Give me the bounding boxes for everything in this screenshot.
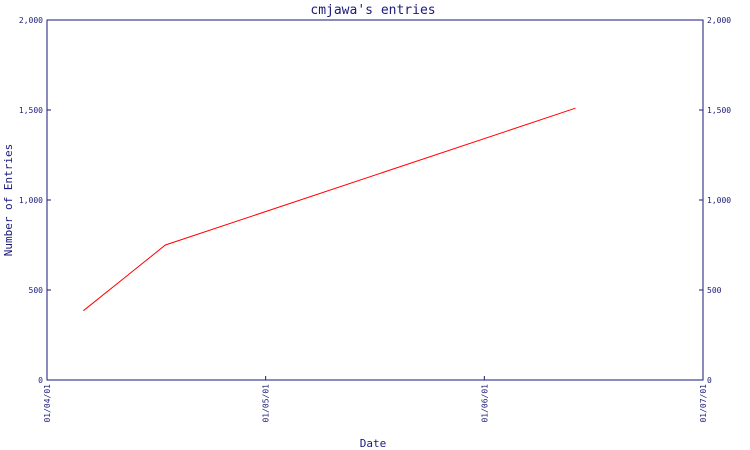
x-tick-label: 01/05/01 xyxy=(262,384,271,423)
x-tick-label: 01/06/01 xyxy=(480,384,489,423)
series-line xyxy=(83,107,576,312)
y-tick-label-left: 1,500 xyxy=(19,106,43,115)
y-tick-label-right: 1,000 xyxy=(707,196,731,205)
chart-title: cmjawa's entries xyxy=(310,3,435,18)
x-tick-label: 01/07/01 xyxy=(699,384,708,423)
y-tick-label-right: 0 xyxy=(707,376,712,385)
series-group xyxy=(83,107,576,312)
y-tick-label-left: 1,000 xyxy=(19,196,43,205)
x-tick-label: 01/04/01 xyxy=(43,384,52,423)
y-tick-label-right: 1,500 xyxy=(707,106,731,115)
y-tick-label-right: 2,000 xyxy=(707,16,731,25)
x-axis: 01/04/01 01/05/01 01/06/01 01/07/01 xyxy=(43,376,708,423)
y-tick-label-right: 500 xyxy=(707,286,722,295)
y-tick-label-left: 2,000 xyxy=(19,16,43,25)
y-axis-right: 0 500 1,000 1,500 2,000 xyxy=(699,16,731,385)
y-axis-label: Number of Entries xyxy=(2,144,15,257)
y-tick-label-left: 0 xyxy=(38,376,43,385)
y-axis-left: 0 500 1,000 1,500 2,000 xyxy=(19,16,51,385)
y-tick-label-left: 500 xyxy=(29,286,44,295)
x-axis-label: Date xyxy=(360,437,387,450)
plot-frame xyxy=(46,19,704,381)
